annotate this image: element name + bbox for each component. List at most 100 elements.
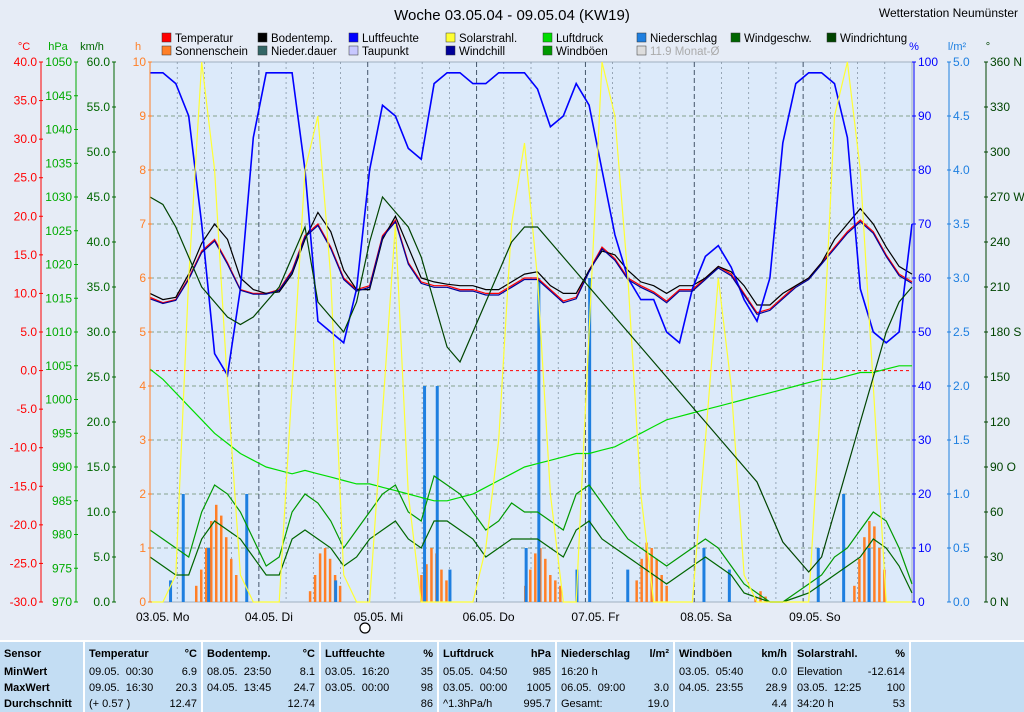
y-tick-label-pressure: 980 (52, 528, 72, 542)
y-tick-label-pressure: 1020 (45, 258, 72, 272)
sunshine-bar (559, 585, 562, 602)
series-line-windchill (149, 220, 913, 316)
y-tick-label-humidity: 50 (918, 325, 932, 339)
legend-swatch (161, 32, 172, 43)
y-tick-label-pressure: 1005 (45, 359, 72, 373)
y-tick-label-direction: 300 (990, 145, 1010, 159)
x-tick-label: 06.05. Do (463, 610, 515, 624)
legend-label: Nieder.dauer (271, 46, 337, 58)
y-tick-label-humidity: 40 (918, 379, 932, 393)
y-tick-label-temp: 25.0 (14, 171, 38, 185)
y-tick-label-direction: 330 (990, 100, 1010, 114)
axis-unit-pressure: hPa (48, 41, 68, 53)
stats-value: 98 (420, 682, 433, 694)
stats-header: Niederschlag (561, 648, 631, 660)
stats-header: Temperatur (89, 648, 149, 660)
sunshine-bar (878, 548, 881, 602)
sunshine-bar (655, 558, 658, 602)
stats-row: (+ 0.57 ) 12.47 (89, 698, 197, 712)
station-name: Wetterstation Neumünster (879, 6, 1018, 20)
y-tick-label-wind: 35.0 (87, 280, 111, 294)
y-tick-label-direction: 60 (990, 505, 1004, 519)
stats-value: 28.9 (765, 682, 787, 694)
stats-row: 03.05. 12:25 100 (797, 682, 905, 696)
y-tick-label-direction: 90 O (990, 460, 1016, 474)
stats-value: 3.0 (653, 682, 669, 694)
y-tick-label-pressure: 985 (52, 494, 72, 508)
y-tick-label-pressure: 1045 (45, 89, 72, 103)
stats-value: 19.0 (647, 698, 669, 710)
sunshine-bar (224, 537, 228, 602)
stats-value: 24.7 (293, 682, 315, 694)
sunshine-bar (544, 558, 547, 602)
stats-label: MinWert (4, 666, 48, 678)
y-tick-label-hours: 7 (139, 217, 146, 231)
legend-swatch (445, 45, 456, 56)
stats-column: Bodentemp. °C 08.05. 23:50 8.1 04.05. 13:45 2… (203, 642, 321, 712)
stats-unit: hPa (530, 648, 551, 660)
y-tick-label-pressure: 970 (52, 595, 72, 609)
stats-value: 100 (886, 682, 905, 694)
y-tick-label-pressure: 1015 (45, 291, 72, 305)
sunshine-bar (440, 569, 443, 602)
legend-swatch (257, 32, 268, 43)
scroll-marker-icon[interactable] (359, 622, 371, 634)
legend-label: Solarstrahl. (459, 33, 517, 45)
stats-label: Durchschnitt (4, 698, 72, 710)
rain-bar (423, 386, 427, 602)
y-tick-label-rain: 0.5 (953, 541, 970, 555)
stats-label: Gesamt: (561, 698, 603, 710)
sunshine-bar (338, 585, 342, 602)
legend-swatch (730, 32, 741, 43)
y-tick-label-temp: -10.0 (10, 441, 38, 455)
y-tick-label-rain: 4.0 (953, 163, 970, 177)
sunshine-bar (234, 575, 238, 602)
rain-bar (207, 548, 211, 602)
series-line-windgeschw (149, 520, 913, 603)
stats-row: Elevation -12.614 (797, 666, 905, 680)
y-tick-label-temp: 15.0 (14, 248, 38, 262)
legend-label: Windchill (459, 46, 505, 58)
sunshine-bar (425, 564, 428, 602)
series-line-bodentemp (149, 207, 913, 306)
y-tick-label-humidity: 80 (918, 163, 932, 177)
sunshine-bar (308, 591, 312, 602)
rain-bar (816, 548, 820, 602)
stats-unit: % (423, 648, 433, 660)
rain-bar (842, 494, 846, 602)
stats-value: 53 (892, 698, 905, 710)
rain-bar (867, 548, 871, 602)
stats-unit: l/m² (649, 648, 669, 660)
y-tick-label-pressure: 1010 (45, 325, 72, 339)
stats-row: Gesamt: 19.0 (561, 698, 669, 712)
sunshine-bar (660, 575, 663, 602)
y-tick-label-temp: 30.0 (14, 132, 38, 146)
stats-value: 1005 (526, 682, 551, 694)
y-tick-label-direction: 150 (990, 370, 1010, 384)
y-tick-label-rain: 2.5 (953, 325, 970, 339)
chart-title: Woche 03.05.04 - 09.05.04 (KW19) (394, 7, 630, 24)
y-tick-label-pressure: 1050 (45, 55, 72, 69)
stats-header: Luftdruck (443, 648, 494, 660)
y-tick-label-wind: 60.0 (87, 55, 111, 69)
stats-value: 20.3 (175, 682, 197, 694)
stats-label: MaxWert (4, 682, 50, 694)
rain-bar (727, 569, 731, 602)
stats-header: Luftfeuchte (325, 648, 385, 660)
legend-label: Niederschlag (650, 33, 717, 45)
rain-bar (181, 494, 185, 602)
y-tick-label-direction: 180 S (990, 325, 1021, 339)
y-tick-label-humidity: 70 (918, 217, 932, 231)
stats-column: Niederschlag l/m² 16:20 h 06.05. 09:00 3.0 Ge… (557, 642, 675, 712)
sunshine-bar (640, 558, 643, 602)
sunshine-bar (858, 558, 861, 602)
y-tick-label-direction: 270 W (990, 190, 1024, 204)
stats-column: Windböen km/h 03.05. 05:40 0.0 04.05. 23:55 2… (675, 642, 793, 712)
y-tick-label-temp: -20.0 (10, 518, 38, 532)
legend-swatch (348, 32, 359, 43)
stats-row: 06.05. 09:00 3.0 (561, 682, 669, 696)
stats-column: Sensor MinWert MaxWert Durchschnitt (0, 642, 85, 712)
y-tick-label-temp: 10.0 (14, 286, 38, 300)
stats-value: 0.0 (771, 666, 787, 678)
stats-row: Durchschnitt (4, 698, 79, 712)
